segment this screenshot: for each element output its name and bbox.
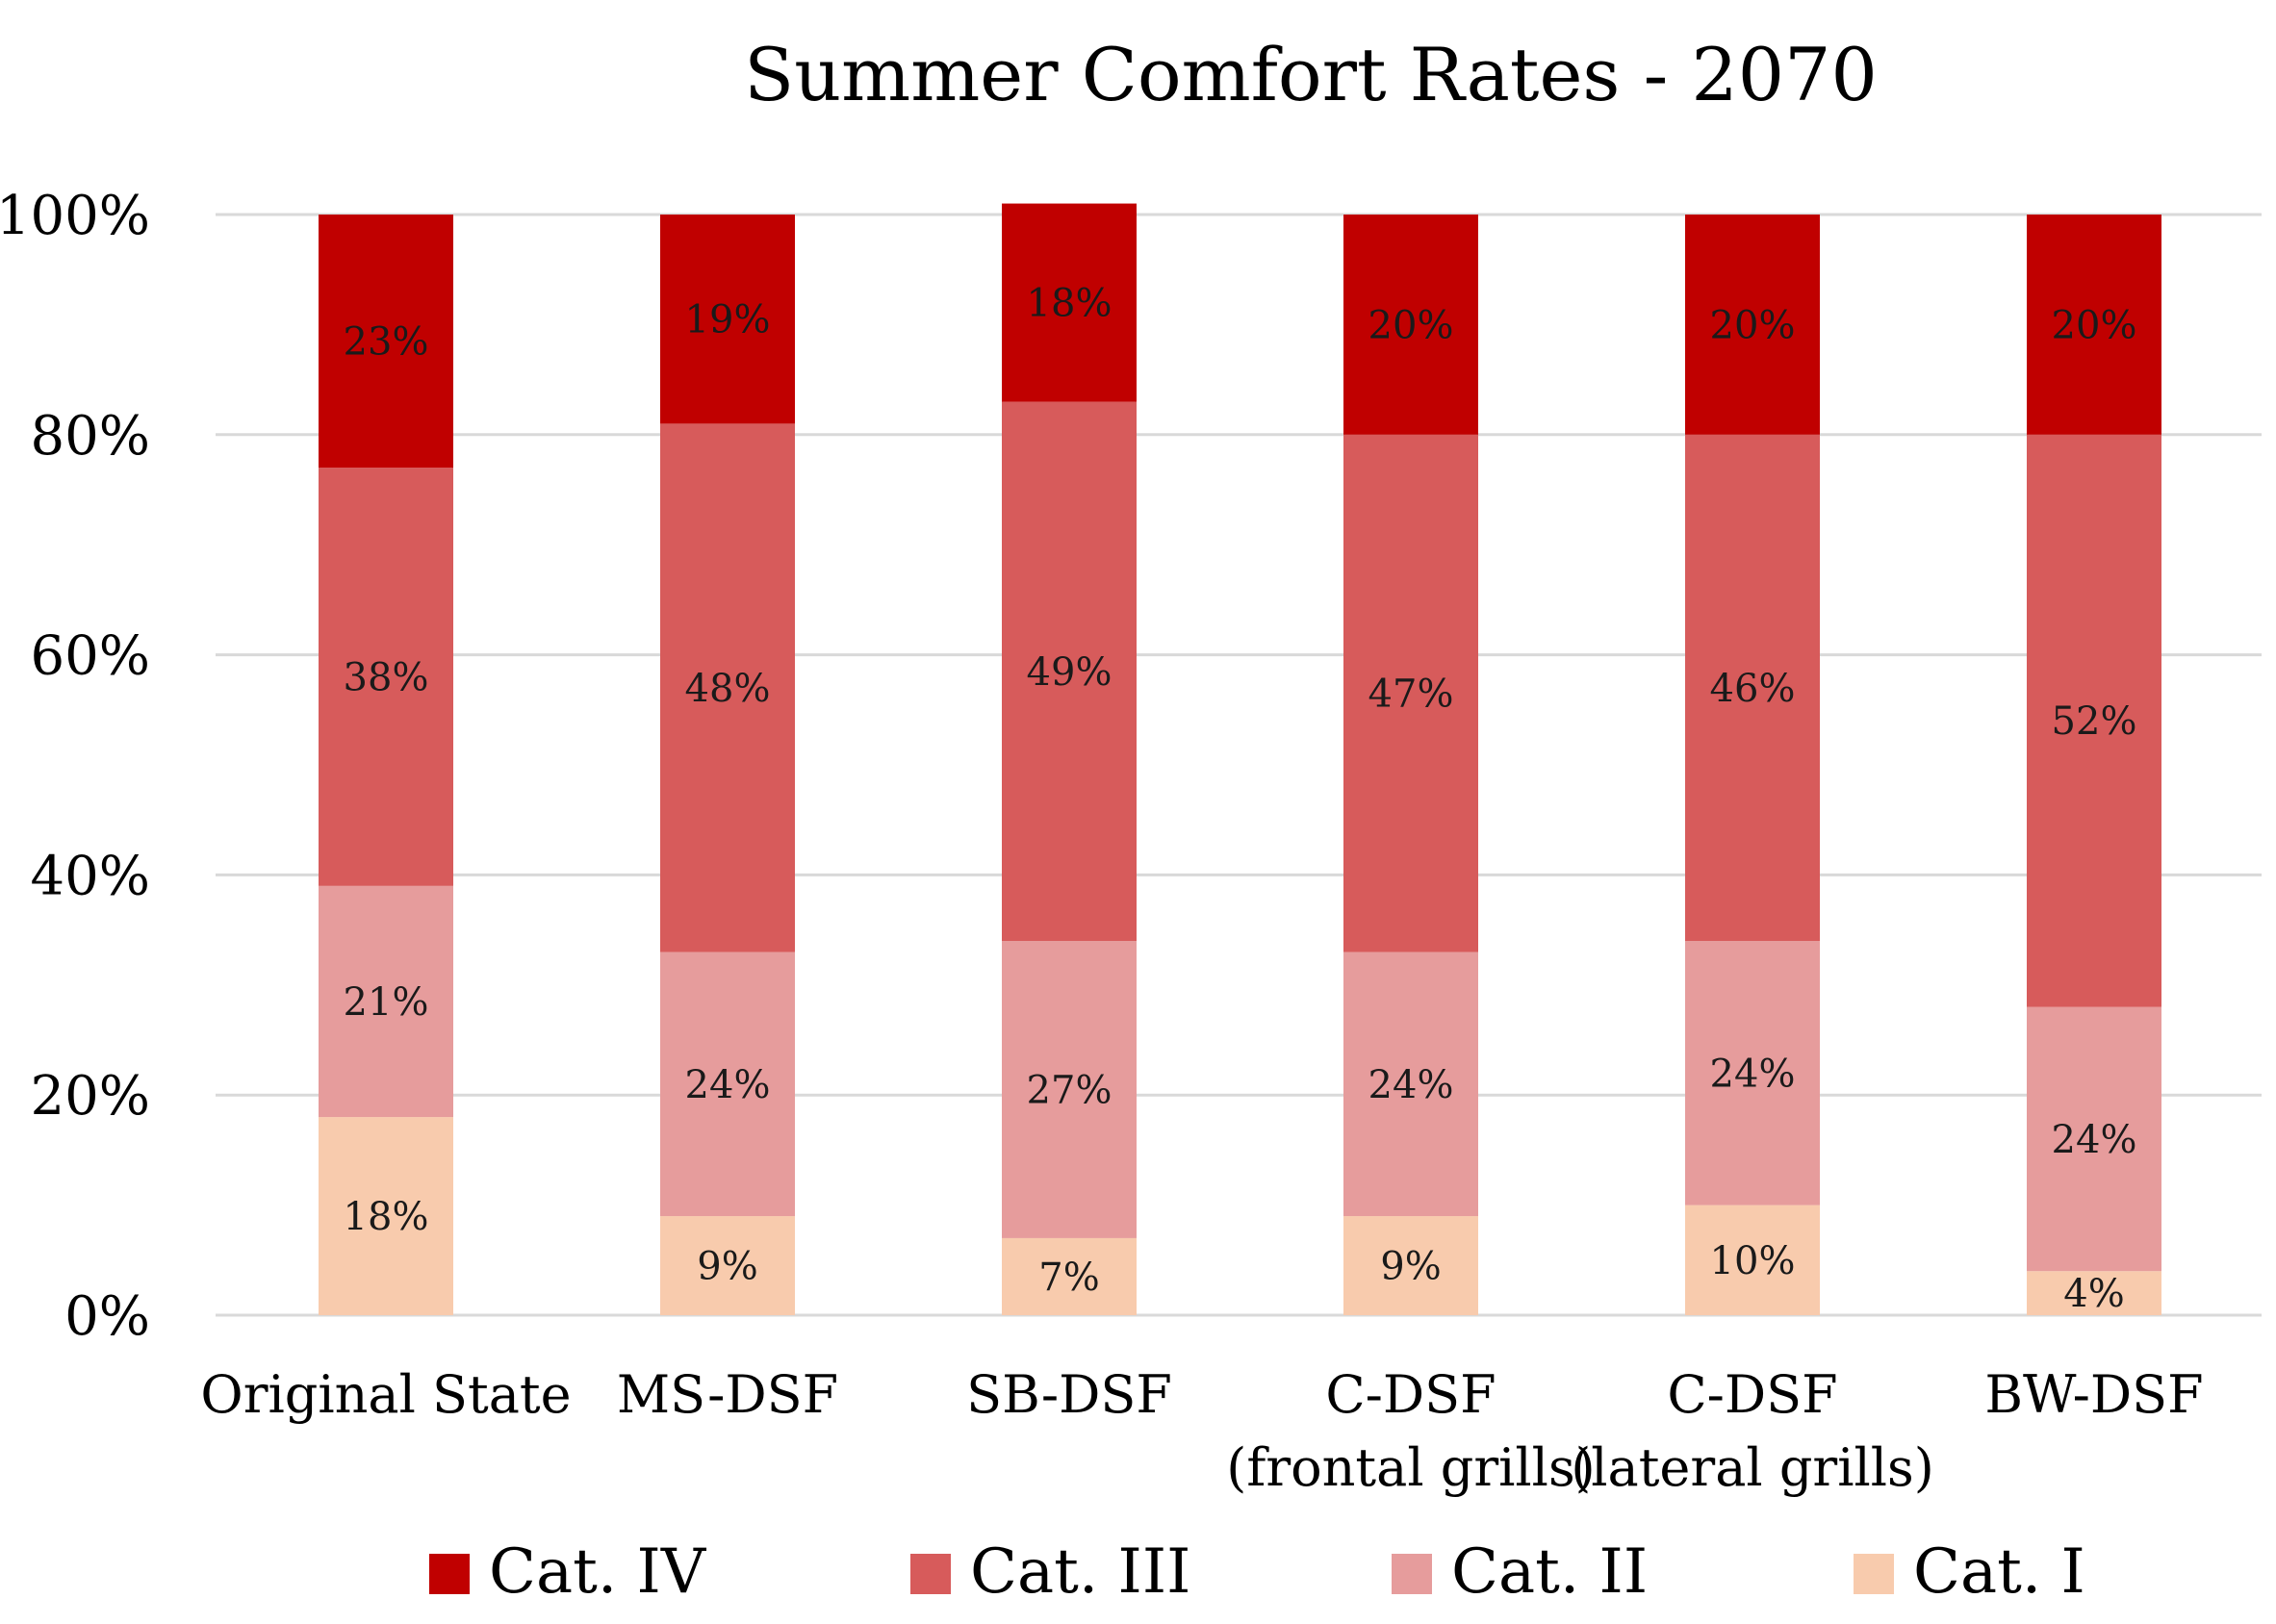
legend-label: Cat. III — [970, 1536, 1190, 1608]
legend-swatch — [1392, 1554, 1432, 1594]
gridlines — [216, 213, 2262, 1317]
x-category-label: SB-DSF — [966, 1364, 1172, 1425]
data-label: 4% — [2063, 1272, 2124, 1316]
bar-segment — [660, 215, 795, 424]
bar-segment — [319, 215, 453, 469]
data-label: 18% — [1027, 282, 1112, 326]
bar-segment — [319, 1117, 453, 1315]
bar-segment — [1343, 215, 1478, 435]
data-label: 46% — [1710, 667, 1796, 711]
data-label: 52% — [2052, 699, 2137, 744]
bar-segment — [1002, 203, 1137, 402]
bar-segment — [2027, 1006, 2161, 1272]
bar-segment — [1002, 401, 1137, 942]
data-label: 9% — [1380, 1245, 1441, 1289]
bars — [319, 203, 2161, 1315]
chart-title: Summer Comfort Rates - 2070 — [744, 32, 1878, 117]
data-label: 24% — [685, 1063, 771, 1107]
data-label: 10% — [1710, 1239, 1796, 1283]
y-tick-label: 20% — [31, 1065, 150, 1128]
bar-segment — [1685, 941, 1820, 1205]
bar-segment — [2027, 1271, 2161, 1315]
bar-segment — [1343, 434, 1478, 952]
y-axis-ticks: 0% 20% 40% 60% 80% 100% — [0, 185, 150, 1348]
legend-label: Cat. IV — [489, 1536, 707, 1608]
bar-segment — [1685, 215, 1820, 435]
data-label: 24% — [1710, 1052, 1796, 1096]
data-label: 48% — [685, 667, 771, 711]
x-category-label: BW-DSF — [1984, 1364, 2203, 1425]
legend-swatch — [910, 1554, 951, 1594]
legend: Cat. IV Cat. III Cat. II Cat. I — [429, 1536, 2085, 1608]
bar-segment — [660, 423, 795, 952]
bar-segment — [319, 885, 453, 1118]
data-labels: 18% 21% 38% 23% 9% 24% 48% 19% 7% 27% 49% 18% 9% 24% 4… — [344, 282, 2137, 1317]
data-label: 18% — [344, 1195, 429, 1239]
x-category-label: (lateral grills) — [1571, 1437, 1934, 1498]
data-label: 7% — [1038, 1256, 1099, 1300]
bar-segment — [660, 952, 795, 1217]
data-label: 24% — [1368, 1063, 1454, 1107]
data-label: 20% — [2052, 303, 2137, 347]
data-label: 21% — [344, 980, 429, 1025]
y-tick-label: 60% — [31, 625, 150, 688]
bar-segment — [1343, 1216, 1478, 1315]
data-label: 9% — [697, 1245, 757, 1289]
bar-segment — [1343, 952, 1478, 1217]
data-label: 20% — [1710, 303, 1796, 347]
bar-segment — [660, 1216, 795, 1315]
data-label: 38% — [344, 655, 429, 699]
legend-swatch — [429, 1554, 470, 1594]
data-label: 49% — [1027, 650, 1112, 695]
x-category-label: Original State — [200, 1364, 571, 1425]
y-tick-label: 80% — [31, 405, 150, 468]
legend-label: Cat. I — [1913, 1536, 2085, 1608]
data-label: 27% — [1027, 1068, 1112, 1112]
x-category-label: C-DSF — [1667, 1364, 1837, 1425]
legend-label: Cat. II — [1451, 1536, 1648, 1608]
y-tick-label: 100% — [0, 185, 150, 247]
bar-segment — [319, 468, 453, 886]
data-label: 47% — [1368, 672, 1454, 717]
x-category-label: (frontal grills) — [1226, 1437, 1595, 1498]
bar-segment — [2027, 434, 2161, 1007]
data-label: 19% — [685, 298, 771, 343]
y-tick-label: 0% — [64, 1285, 150, 1348]
x-category-label: MS-DSF — [617, 1364, 838, 1425]
data-label: 23% — [344, 320, 429, 365]
bar-segment — [1002, 1237, 1137, 1315]
data-label: 20% — [1368, 303, 1454, 347]
bar-segment — [2027, 215, 2161, 435]
data-label: 24% — [2052, 1118, 2137, 1162]
x-category-label: C-DSF — [1325, 1364, 1496, 1425]
bar-segment — [1685, 1205, 1820, 1315]
x-axis-categories: Original State MS-DSF SB-DSF C-DSF (frontal … — [200, 1364, 2203, 1498]
bar-segment — [1002, 941, 1137, 1238]
bar-segment — [1685, 434, 1820, 942]
legend-swatch — [1854, 1554, 1894, 1594]
y-tick-label: 40% — [31, 845, 150, 907]
